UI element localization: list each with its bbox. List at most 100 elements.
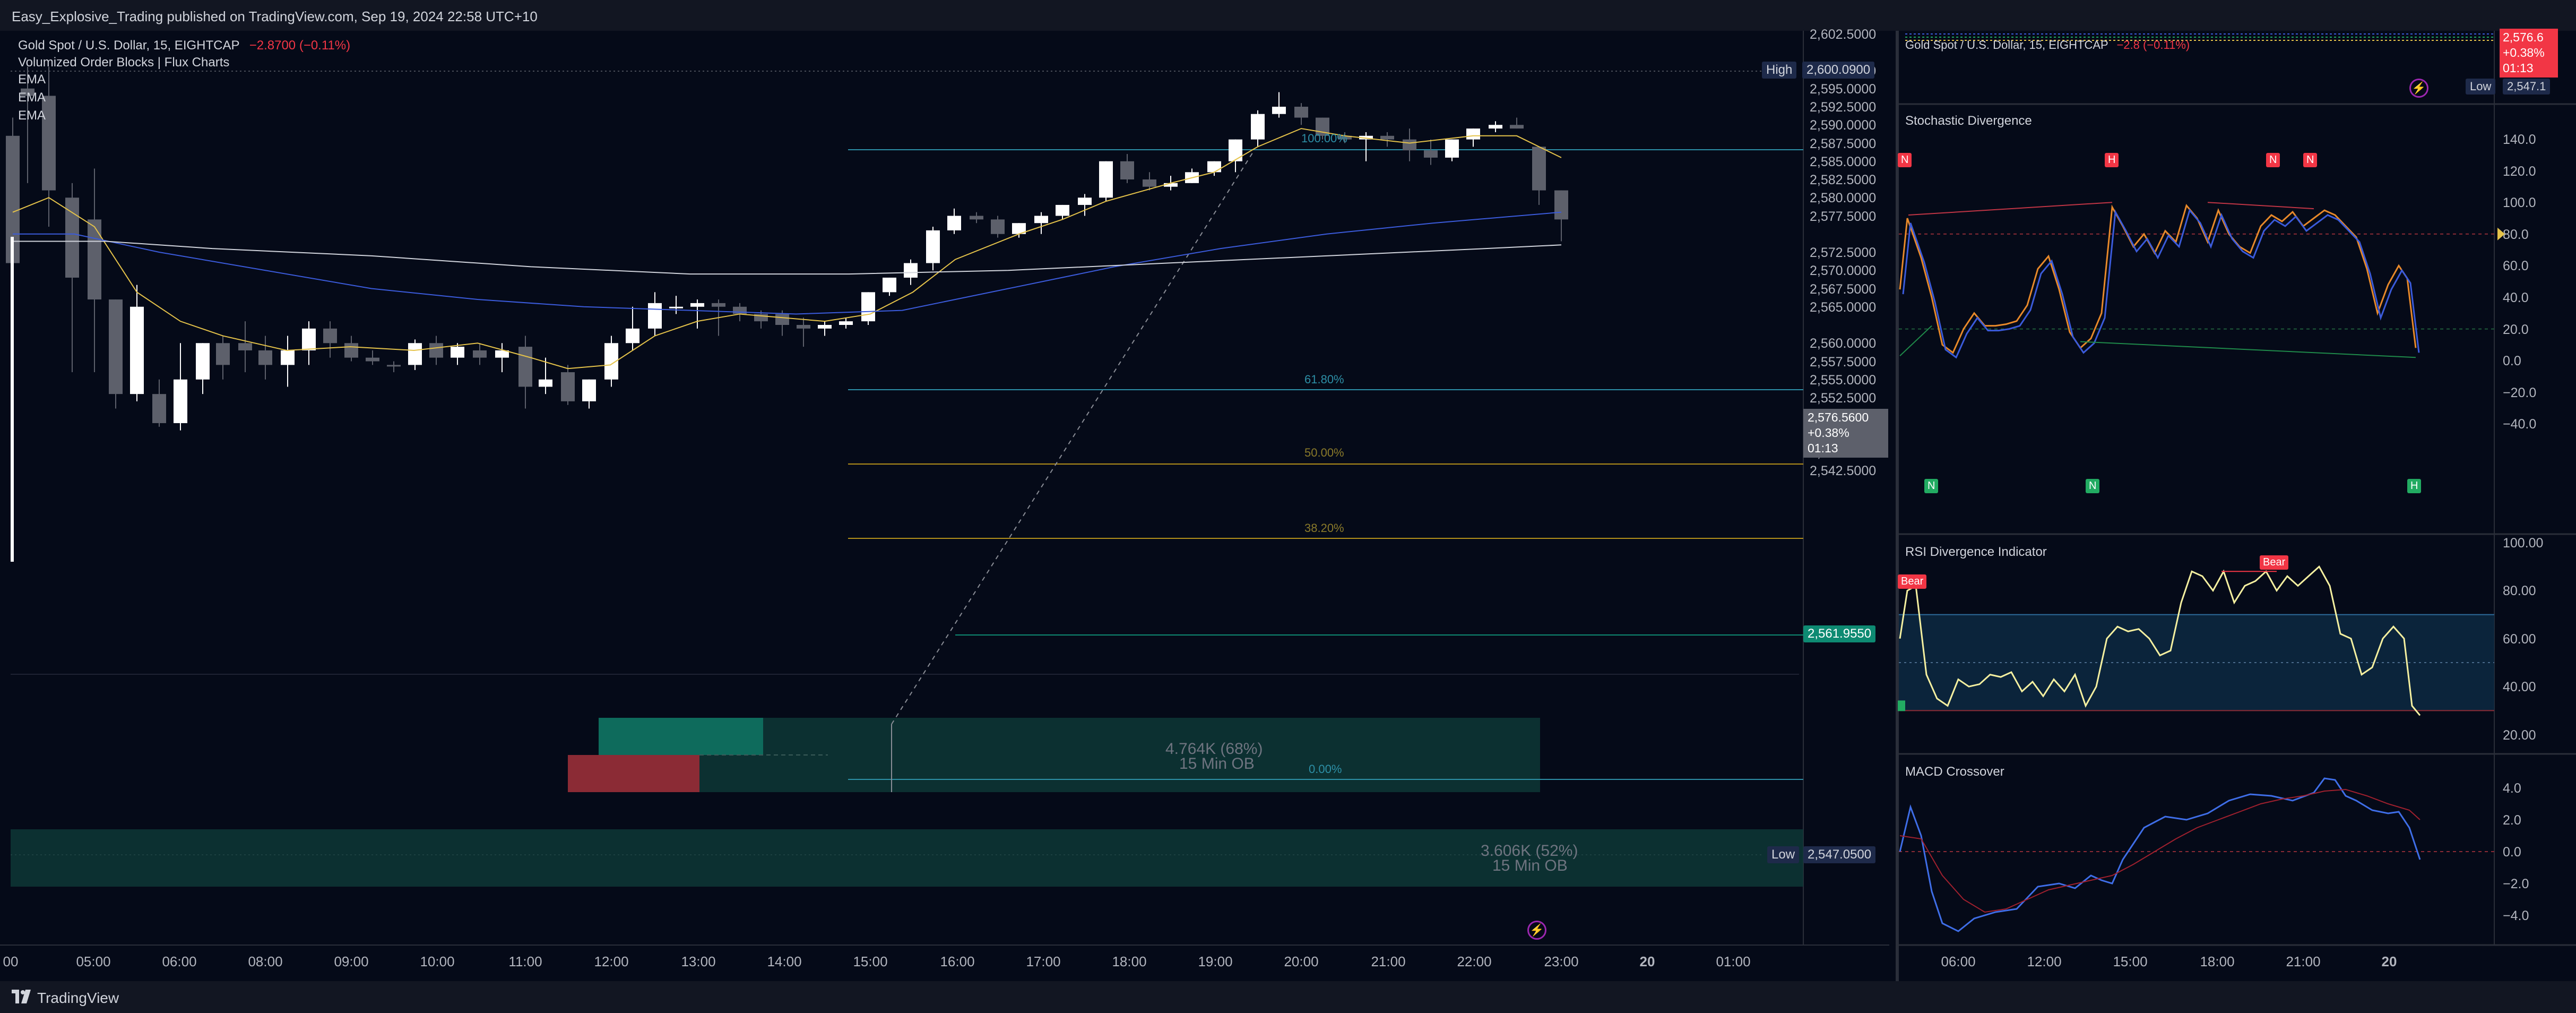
bull-candle: [883, 277, 896, 293]
bull-candle: [1012, 223, 1026, 234]
fib-label-0: 0.00%: [1309, 762, 1342, 776]
bull-candle: [904, 263, 918, 278]
bull-candle: [130, 306, 144, 394]
price-axis-tick: 2,572.5000: [1810, 245, 1877, 260]
macd-axis-tick: 4.0: [2503, 781, 2521, 796]
price-axis-tick: 2,577.5000: [1810, 209, 1877, 224]
bear-candle: [797, 325, 810, 329]
ema-slow-line: [13, 241, 1562, 275]
side-time-tick: 06:00: [1941, 954, 1976, 969]
time-axis-tick: 15:00: [853, 954, 888, 969]
macd-title[interactable]: MACD Crossover: [1905, 765, 2004, 779]
bull-candle: [1251, 114, 1265, 140]
indicator-ema-1[interactable]: EMA: [18, 72, 46, 87]
time-axis-tick: 19:00: [1198, 954, 1233, 969]
symbol-title[interactable]: Gold Spot / U.S. Dollar, 15, EIGHTCAP: [18, 38, 240, 53]
fib-diagonal: [891, 149, 1255, 725]
bear-candle: [216, 343, 230, 365]
current-change: +0.38%: [1808, 426, 1849, 440]
bear-candle: [344, 343, 358, 358]
bull-candle: [626, 328, 639, 344]
bull-candle: [196, 343, 210, 380]
stoch-axis-tick: 40.0: [2503, 290, 2529, 305]
bull-candle: [1099, 161, 1113, 198]
time-axis-tick: 14:00: [767, 954, 802, 969]
time-axis-tick: 10:00: [420, 954, 455, 969]
bear-candle: [1532, 147, 1546, 191]
bull-candle: [1489, 125, 1502, 129]
indicator-ema-2[interactable]: EMA: [18, 90, 46, 105]
stochastic-title[interactable]: Stochastic Divergence: [1905, 114, 2032, 128]
stoch-d-line: [1902, 208, 2420, 359]
time-axis-tick: 20:00: [1284, 954, 1319, 969]
time-axis-tick: 09:00: [334, 954, 369, 969]
bear-candle: [712, 303, 725, 307]
publisher-info: Easy_Explosive_Trading published on Trad…: [12, 8, 538, 24]
bear-candle: [473, 350, 487, 358]
flash-icon[interactable]: ⚡: [1527, 921, 1546, 940]
stoch-axis-tick: 60.0: [2503, 259, 2529, 274]
ema-mid-line: [13, 211, 1562, 315]
rsi-bull-marker: [1898, 700, 1905, 711]
bear-candle: [238, 343, 252, 350]
price-axis-tick: 2,595.0000: [1810, 81, 1877, 97]
bear-candle: [1510, 125, 1524, 129]
side-time-tick: 15:00: [2113, 954, 2148, 969]
side-price: 2,576.6: [2503, 30, 2544, 44]
side-time-tick: 12:00: [2027, 954, 2062, 969]
bull-candle: [495, 350, 509, 358]
bull-candle: [861, 292, 875, 322]
bull-candle: [1164, 183, 1178, 187]
bear-candle: [518, 347, 532, 387]
side-flash-icon[interactable]: ⚡: [2409, 79, 2428, 98]
time-axis-tick: 20: [1639, 954, 1655, 969]
bear-candle: [1294, 107, 1308, 118]
side-price-change: −2.8 (−0.11%): [2116, 38, 2190, 51]
bear-candle: [152, 394, 166, 423]
stoch-axis-tick: 20.0: [2503, 322, 2529, 337]
bull-candle: [1078, 198, 1092, 205]
time-axis-tick: 01:00: [1716, 954, 1751, 969]
stoch-axis-tick: −40.0: [2503, 417, 2537, 432]
side-time-tick: 21:00: [2286, 954, 2321, 969]
indicator-ema-3[interactable]: EMA: [18, 108, 46, 123]
tradingview-logo-icon[interactable]: [12, 990, 33, 1003]
bull-candle: [926, 230, 940, 263]
tradingview-brand[interactable]: TradingView: [37, 990, 119, 1006]
bear-candle: [42, 96, 56, 191]
price-axis-tick: 2,567.5000: [1810, 281, 1877, 297]
left-edge-bar: [11, 237, 14, 562]
bull-candle: [1359, 135, 1373, 140]
bear-candle: [21, 88, 34, 96]
bear-candle: [1554, 190, 1568, 220]
panel-separator[interactable]: [1896, 31, 1899, 981]
bear-candle: [366, 357, 379, 362]
time-axis-tick: 22:00: [1457, 954, 1492, 969]
stoch-level-marker: [2497, 227, 2505, 241]
bull-candle: [1445, 139, 1459, 158]
bull-candle: [1034, 216, 1048, 224]
bull-candle: [1056, 204, 1069, 216]
bull-candle: [451, 347, 464, 358]
price-axis-tick: 2,585.0000: [1810, 154, 1877, 169]
price-axis-tick: 2,592.5000: [1810, 100, 1877, 115]
bear-candle: [1424, 150, 1438, 158]
stoch-axis-tick: 80.0: [2503, 227, 2529, 242]
rsi-title[interactable]: RSI Divergence Indicator: [1905, 545, 2047, 559]
side-low-label: Low: [2466, 79, 2496, 95]
rsi-bear-label-2: Bear: [2260, 555, 2289, 570]
stoch-axis-tick: −20.0: [2503, 385, 2537, 400]
side-symbol-title[interactable]: Gold Spot / U.S. Dollar, 15, EIGHTCAP: [1905, 38, 2108, 51]
bull-candle: [1272, 107, 1286, 114]
bull-candle: [408, 343, 422, 365]
macd-line: [1899, 777, 2421, 932]
bull-candle: [302, 328, 316, 350]
indicator-order-blocks[interactable]: Volumized Order Blocks | Flux Charts: [18, 55, 230, 70]
bull-candle: [947, 216, 961, 230]
bull-candle: [690, 303, 704, 307]
ob2-volume: 3.606K (52%): [1481, 842, 1578, 860]
time-axis-tick: 11:00: [508, 954, 542, 969]
indicator-panels[interactable]: [0, 0, 2576, 981]
price-axis-tick: 2,570.0000: [1810, 263, 1877, 279]
main-chart[interactable]: [0, 0, 1889, 981]
